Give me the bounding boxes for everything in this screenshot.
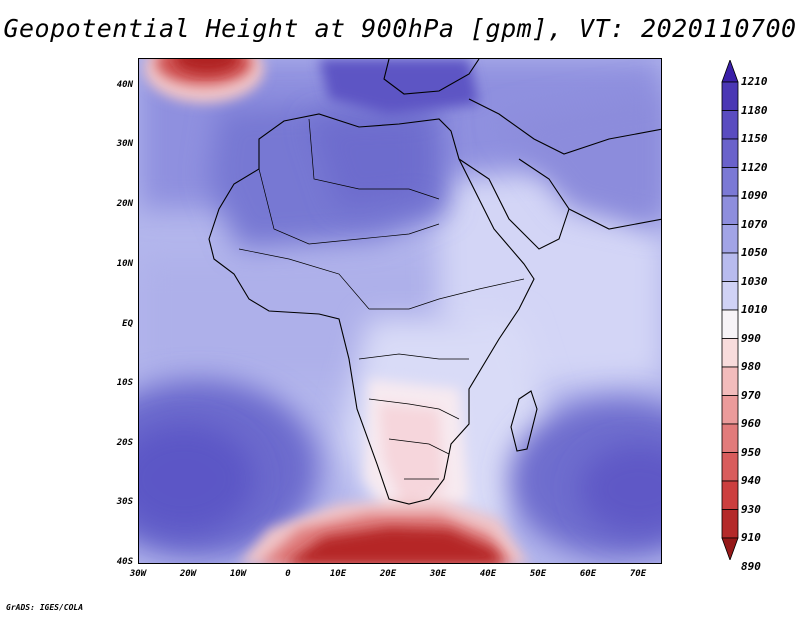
colorbar-swatch — [721, 110, 739, 140]
colorbar-swatch — [721, 281, 739, 311]
colorbar-swatch — [721, 338, 739, 368]
colorbar-label: 970 — [741, 388, 761, 402]
colorbar-swatch — [721, 252, 739, 282]
lon-label: 60E — [579, 569, 597, 579]
colorbar-label: 1030 — [741, 274, 768, 288]
colorbar-label: 1070 — [741, 217, 768, 231]
lon-label: 10E — [329, 569, 347, 579]
colorbar-label: 930 — [741, 502, 761, 516]
map-svg — [139, 59, 661, 563]
colorbar-label: 1010 — [741, 303, 768, 316]
colorbar-swatch — [721, 167, 739, 197]
colorbar — [721, 60, 739, 560]
colorbar-label: 890 — [741, 559, 761, 573]
colorbar-top-arrow — [721, 60, 739, 83]
coastlines — [208, 59, 661, 505]
colorbar-label: 1090 — [741, 189, 768, 202]
colorbar-swatch — [721, 195, 739, 225]
map-plot-area — [138, 58, 662, 564]
chart-title: Geopotential Height at 900hPa [gpm], VT:… — [3, 14, 797, 43]
colorbar-label: 1120 — [741, 160, 768, 174]
lon-label: 70E — [629, 569, 647, 579]
colorbar-label: 1150 — [741, 132, 768, 145]
colorbar-swatch — [721, 509, 739, 539]
colorbar-label: 950 — [741, 445, 761, 459]
colorbar-label: 1210 — [741, 75, 768, 88]
lat-label: 40N — [116, 80, 133, 90]
lat-label: 10N — [116, 259, 133, 269]
colorbar-label: 1050 — [741, 246, 768, 259]
colorbar-label: 940 — [741, 474, 761, 487]
lat-label: 30S — [116, 497, 133, 507]
lat-label: 20S — [116, 438, 133, 448]
colorbar-swatch — [721, 452, 739, 482]
lon-label: 50E — [529, 569, 547, 579]
lat-label: 40S — [116, 557, 133, 567]
lon-label: 20E — [379, 569, 397, 579]
colorbar-swatch — [721, 423, 739, 453]
lat-label: 30N — [116, 139, 133, 149]
lat-label: 10S — [116, 378, 133, 388]
colorbar-swatch — [721, 224, 739, 254]
lon-label: 30W — [129, 569, 147, 579]
country-borders — [238, 118, 525, 480]
colorbar-swatch — [721, 366, 739, 396]
credit-text: GrADS: IGES/COLA — [6, 603, 84, 612]
lon-label: 0 — [285, 569, 291, 579]
colorbar-label: 910 — [741, 531, 761, 544]
colorbar-swatch — [721, 81, 739, 111]
colorbar-label: 960 — [741, 417, 761, 430]
lon-label: 20W — [179, 569, 197, 579]
colorbar-swatch — [721, 480, 739, 510]
lat-label: EQ — [122, 319, 133, 329]
lon-label: 30E — [429, 569, 447, 579]
colorbar-bottom-arrow — [721, 537, 739, 560]
colorbar-swatch — [721, 138, 739, 168]
lon-label: 10W — [229, 569, 247, 579]
lon-label: 40E — [479, 569, 497, 579]
height-field — [139, 59, 661, 563]
colorbar-label: 990 — [741, 331, 761, 345]
colorbar-swatch — [721, 395, 739, 425]
colorbar-swatch — [721, 309, 739, 339]
lat-label: 20N — [116, 199, 133, 209]
colorbar-label: 980 — [741, 360, 761, 373]
colorbar-label: 1180 — [741, 103, 768, 117]
